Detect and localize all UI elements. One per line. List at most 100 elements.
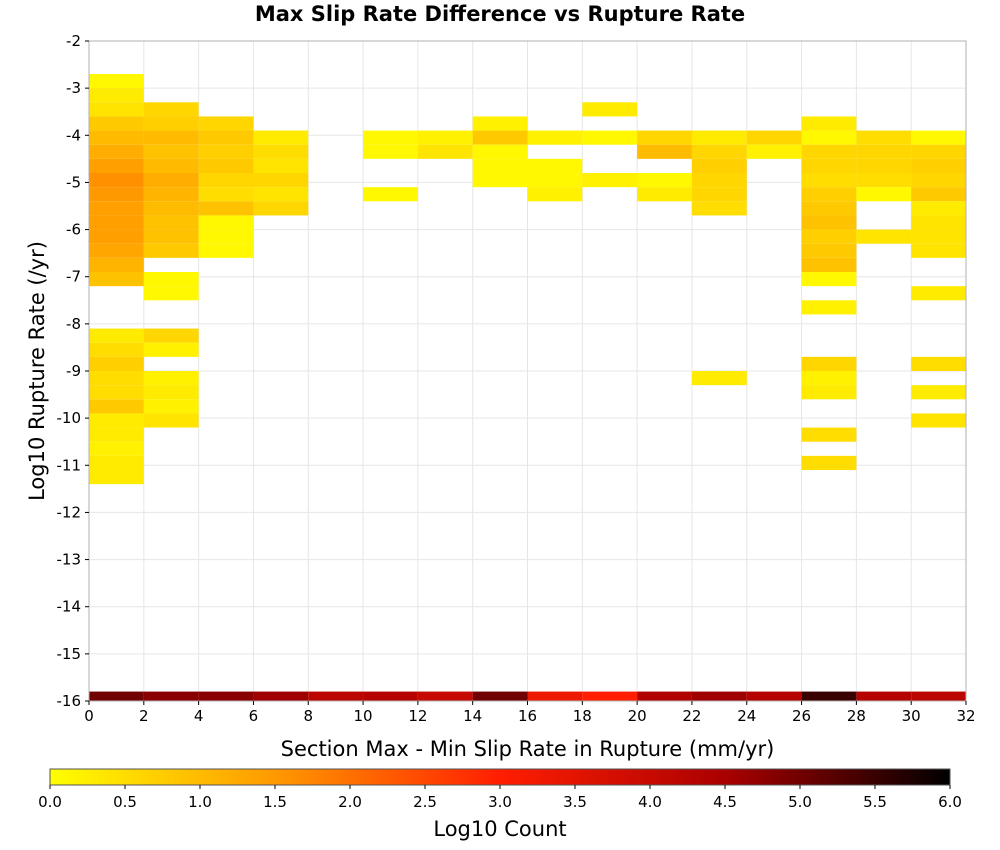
- heatmap-cell: [527, 158, 583, 173]
- heatmap-cell: [308, 691, 364, 701]
- heatmap-cells: [89, 74, 966, 701]
- heatmap-cell: [911, 691, 966, 701]
- heatmap-cell: [911, 385, 966, 400]
- heatmap-cell: [143, 385, 199, 400]
- heatmap-cell: [143, 215, 199, 230]
- heatmap-cell: [363, 691, 418, 701]
- heatmap-cell: [691, 371, 747, 386]
- x-tick-label: 18: [573, 707, 592, 725]
- heatmap-cell: [856, 144, 912, 159]
- heatmap-cell: [89, 102, 144, 117]
- colorbar-tick-label: 5.0: [788, 793, 812, 811]
- y-tick-label: -12: [57, 503, 82, 521]
- heatmap-cell: [472, 158, 528, 173]
- x-tick-label: 6: [249, 707, 259, 725]
- heatmap-cell: [89, 74, 144, 89]
- x-axis-label: Section Max - Min Slip Rate in Rupture (…: [281, 737, 775, 761]
- heatmap-cell: [363, 187, 418, 202]
- heatmap-cell: [253, 201, 309, 216]
- heatmap-cell: [911, 413, 966, 428]
- colorbar-tick-label: 4.0: [638, 793, 662, 811]
- heatmap-cell: [911, 187, 966, 202]
- colorbar-tick-label: 2.0: [338, 793, 362, 811]
- heatmap-cell: [801, 201, 857, 216]
- x-tick-label: 4: [194, 707, 204, 725]
- heatmap-cell: [89, 272, 144, 287]
- heatmap-cell: [143, 371, 199, 386]
- heatmap-cell: [417, 691, 473, 701]
- heatmap-cell: [801, 229, 857, 244]
- heatmap-cell: [143, 399, 199, 414]
- heatmap-cell: [801, 455, 857, 470]
- heatmap-cell: [801, 215, 857, 230]
- heatmap-cell: [856, 691, 912, 701]
- heatmap-cell: [911, 356, 966, 371]
- y-axis: -2 -3 -4 -5 -6 -7 -8 -9 -10 -11 -12 -13 -14 -15 -16: [57, 32, 89, 710]
- heatmap-cell: [89, 470, 144, 485]
- heatmap-cell: [363, 130, 418, 145]
- heatmap-cell: [801, 272, 857, 287]
- y-tick-label: -3: [66, 79, 81, 97]
- heatmap-cell: [637, 691, 692, 701]
- x-tick-label: 10: [354, 707, 373, 725]
- y-tick-label: -9: [66, 362, 81, 380]
- y-tick-label: -4: [66, 126, 81, 144]
- heatmap-cell: [143, 286, 199, 301]
- heatmap-cell: [89, 215, 144, 230]
- y-tick-label: -13: [57, 551, 82, 569]
- heatmap-cell: [801, 385, 857, 400]
- heatmap-cell: [143, 130, 199, 145]
- chart-title: Max Slip Rate Difference vs Rupture Rate: [254, 2, 746, 26]
- heatmap-cell: [89, 130, 144, 145]
- heatmap-cell: [143, 413, 199, 428]
- colorbar-tick-label: 5.5: [863, 793, 887, 811]
- heatmap-cell: [582, 102, 638, 117]
- heatmap-cell: [746, 144, 802, 159]
- heatmap-cell: [89, 356, 144, 371]
- heatmap-cell: [253, 173, 309, 188]
- heatmap-cell: [143, 342, 199, 357]
- heatmap-cell: [911, 158, 966, 173]
- heatmap-cell: [801, 371, 857, 386]
- heatmap-cell: [801, 187, 857, 202]
- heatmap-cell: [198, 116, 254, 131]
- x-tick-label: 20: [628, 707, 647, 725]
- colorbar-tick-label: 1.0: [188, 793, 212, 811]
- heatmap-cell: [801, 173, 857, 188]
- heatmap-cell: [143, 158, 199, 173]
- heatmap-cell: [801, 116, 857, 131]
- y-tick-label: -6: [66, 221, 81, 239]
- x-tick-label: 24: [737, 707, 756, 725]
- colorbar-tick-label: 2.5: [413, 793, 437, 811]
- heatmap-cell: [801, 130, 857, 145]
- heatmap-cell: [911, 215, 966, 230]
- heatmap-cell: [89, 116, 144, 131]
- x-tick-label: 2: [139, 707, 149, 725]
- y-tick-label: -14: [57, 598, 82, 616]
- heatmap-cell: [417, 130, 473, 145]
- heatmap-cell: [89, 328, 144, 343]
- x-tick-label: 30: [902, 707, 921, 725]
- heatmap-cell: [691, 144, 747, 159]
- heatmap-cell: [89, 158, 144, 173]
- heatmap-cell: [198, 201, 254, 216]
- y-tick-label: -8: [66, 315, 81, 333]
- heatmap-cell: [637, 144, 692, 159]
- heatmap-cell: [198, 158, 254, 173]
- y-tick-label: -15: [57, 645, 82, 663]
- heatmap-cell: [253, 130, 309, 145]
- heatmap-cell: [89, 173, 144, 188]
- heatmap-cell: [143, 272, 199, 287]
- heatmap-cell: [856, 187, 912, 202]
- colorbar-tick-label: 4.5: [713, 793, 737, 811]
- heatmap-cell: [911, 144, 966, 159]
- heatmap-cell: [801, 300, 857, 315]
- y-axis-label: Log10 Rupture Rate (/yr): [25, 241, 49, 501]
- colorbar-ticks: 0.0 0.5 1.0 1.5 2.0 2.5 3.0 3.5 4.0 4.5 5.0 5.5 6.0: [38, 785, 962, 811]
- heatmap-cell: [801, 691, 857, 701]
- colorbar-tick-label: 3.0: [488, 793, 512, 811]
- x-axis: 0 2 4 6 8 10 12 14 16 18 20 22 24 26 28 30 32: [84, 701, 976, 725]
- heatmap-cell: [691, 201, 747, 216]
- heatmap-cell: [856, 229, 912, 244]
